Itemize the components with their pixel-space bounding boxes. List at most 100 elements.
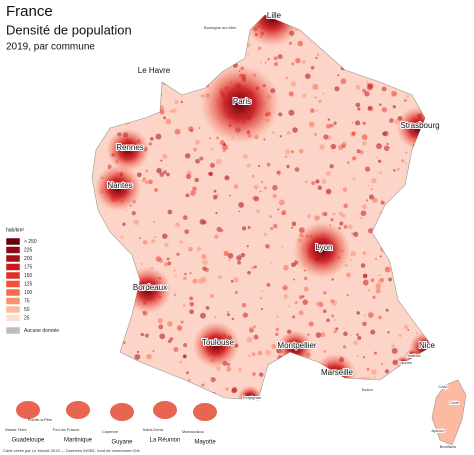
commune <box>400 190 406 197</box>
commune <box>182 215 188 221</box>
commune <box>343 345 347 349</box>
commune <box>259 61 262 64</box>
commune <box>129 99 133 104</box>
commune <box>184 153 191 159</box>
commune <box>430 92 432 98</box>
commune <box>308 321 314 327</box>
commune <box>281 210 287 216</box>
commune <box>428 327 431 330</box>
commune <box>116 313 120 317</box>
commune <box>163 262 169 267</box>
commune <box>352 60 356 64</box>
city-label: Toulouse <box>202 338 235 347</box>
commune <box>197 28 200 31</box>
commune <box>398 334 402 338</box>
commune <box>318 99 322 103</box>
commune <box>114 15 119 18</box>
commune <box>332 212 336 216</box>
commune <box>381 86 387 92</box>
commune <box>366 199 369 202</box>
commune <box>149 103 156 109</box>
commune <box>391 347 398 354</box>
commune <box>145 169 149 173</box>
commune <box>401 380 405 384</box>
commune <box>415 286 419 290</box>
commune <box>407 16 413 23</box>
commune <box>417 28 420 32</box>
commune <box>270 380 277 387</box>
commune <box>183 276 187 281</box>
commune <box>355 120 361 126</box>
commune <box>134 354 141 360</box>
commune <box>393 169 396 172</box>
commune <box>140 262 143 266</box>
commune <box>378 159 382 163</box>
commune <box>158 93 162 97</box>
city-label: Montpellier <box>277 341 316 350</box>
legend-label: 175 <box>24 264 33 270</box>
commune <box>316 109 318 112</box>
commune <box>300 17 307 24</box>
commune <box>174 128 181 135</box>
commune <box>392 105 396 109</box>
commune <box>111 343 117 350</box>
commune <box>367 184 370 187</box>
commune <box>361 141 367 146</box>
commune <box>163 170 167 175</box>
city-label: Ajaccio <box>432 428 446 433</box>
commune <box>263 138 266 141</box>
legend-swatch <box>5 237 21 246</box>
commune <box>229 43 234 47</box>
commune <box>180 100 184 104</box>
commune <box>414 181 419 186</box>
commune <box>363 356 366 359</box>
commune <box>281 245 284 248</box>
commune <box>330 123 334 128</box>
commune <box>187 378 191 382</box>
territory-label: Guadeloupe <box>12 438 45 444</box>
overseas-territory <box>16 401 40 419</box>
commune <box>265 244 270 249</box>
commune <box>375 288 381 294</box>
commune <box>427 199 431 203</box>
commune <box>396 282 403 289</box>
commune <box>334 86 340 92</box>
commune <box>233 47 236 50</box>
commune <box>401 229 407 235</box>
note: 2019, par commune <box>6 42 95 53</box>
commune <box>330 49 337 55</box>
commune <box>214 316 217 319</box>
commune <box>151 239 156 244</box>
commune <box>156 107 161 112</box>
commune <box>101 43 106 49</box>
commune <box>397 274 404 280</box>
territory-label: Martinique <box>64 438 93 444</box>
commune <box>226 313 231 317</box>
commune <box>408 400 412 404</box>
commune <box>196 42 201 46</box>
commune <box>307 333 310 336</box>
commune <box>379 255 382 258</box>
legend-label: > 250 <box>24 239 37 245</box>
commune <box>98 79 104 85</box>
commune <box>95 318 101 324</box>
commune <box>379 274 381 277</box>
commune <box>155 17 158 20</box>
commune <box>179 360 183 364</box>
commune <box>347 63 351 67</box>
commune <box>107 307 111 311</box>
commune <box>157 57 164 63</box>
commune <box>328 33 334 39</box>
commune <box>101 125 105 129</box>
commune <box>371 369 377 375</box>
commune <box>297 395 304 400</box>
commune <box>253 184 259 190</box>
commune <box>342 187 348 192</box>
commune <box>298 295 304 300</box>
commune <box>431 98 432 103</box>
city-area <box>106 128 150 172</box>
commune <box>350 251 356 257</box>
commune <box>402 51 409 57</box>
commune <box>374 351 377 355</box>
commune <box>101 233 107 238</box>
